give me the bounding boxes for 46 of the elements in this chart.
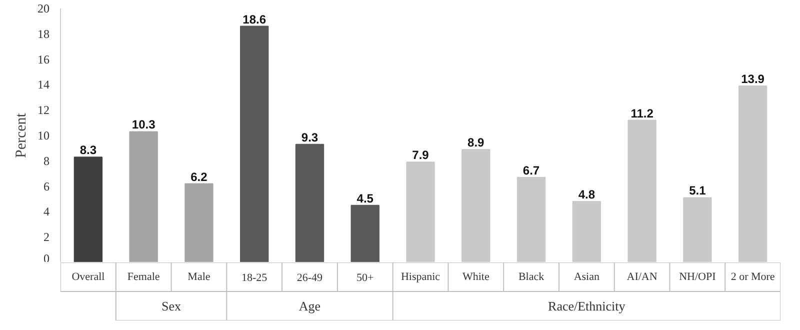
bar [74, 156, 103, 262]
y-tick-label: 16 [38, 52, 50, 66]
data-label: 9.3 [301, 130, 318, 144]
text: Race/Ethnicity [548, 298, 626, 314]
y-tick-label: 10 [38, 128, 50, 142]
y-tick-label: 2 [44, 230, 50, 244]
x-tick-label: 50+ [356, 272, 374, 284]
x-tick-label: AI/AN [626, 271, 658, 283]
text: Sex [162, 298, 182, 314]
x-tick-label: Female [127, 271, 160, 283]
bar [295, 144, 324, 262]
y-tick-label: 4 [44, 204, 50, 219]
data-label: 6.2 [190, 170, 208, 184]
bar [129, 131, 158, 262]
data-label: 8.3 [80, 143, 97, 158]
data-label: 10.3 [132, 118, 156, 132]
y-tick-label: 20 [38, 2, 50, 16]
data-label: 6.7 [522, 163, 540, 178]
bar [350, 204, 380, 262]
data-label: 4.5 [356, 191, 374, 206]
text: Age [298, 298, 321, 314]
x-tick-label: NH/OPI [679, 271, 716, 283]
data-label: 11.2 [630, 106, 654, 120]
data-label: 18.6 [242, 12, 266, 26]
x-tick-label: Hispanic [400, 271, 440, 283]
x-tick-label: 18-25 [242, 272, 268, 284]
data-label: 7.9 [412, 148, 430, 162]
x-tick-label: Overall [72, 271, 105, 283]
data-label: 8.9 [468, 135, 485, 150]
bar [184, 183, 214, 262]
y-tick-label: 12 [38, 103, 50, 118]
y-tick-label: 18 [38, 26, 50, 41]
x-tick-label: 26-49 [296, 272, 324, 284]
bar [240, 26, 269, 262]
data-label: 4.8 [578, 188, 596, 202]
y-tick-label: 8 [44, 154, 50, 168]
x-tick-label: White [462, 271, 490, 283]
x-tick-label: Male [188, 271, 210, 283]
data-label: 5.1 [689, 184, 706, 198]
x-tick-label: Asian [574, 271, 600, 283]
y-tick-label: 14 [38, 78, 50, 92]
y-axis-title: Percent [14, 112, 30, 158]
y-tick-label: 6 [44, 179, 50, 194]
x-tick-label: 2 or More [730, 271, 775, 283]
data-label: 13.9 [741, 72, 765, 86]
x-tick-label: Black [518, 271, 545, 283]
